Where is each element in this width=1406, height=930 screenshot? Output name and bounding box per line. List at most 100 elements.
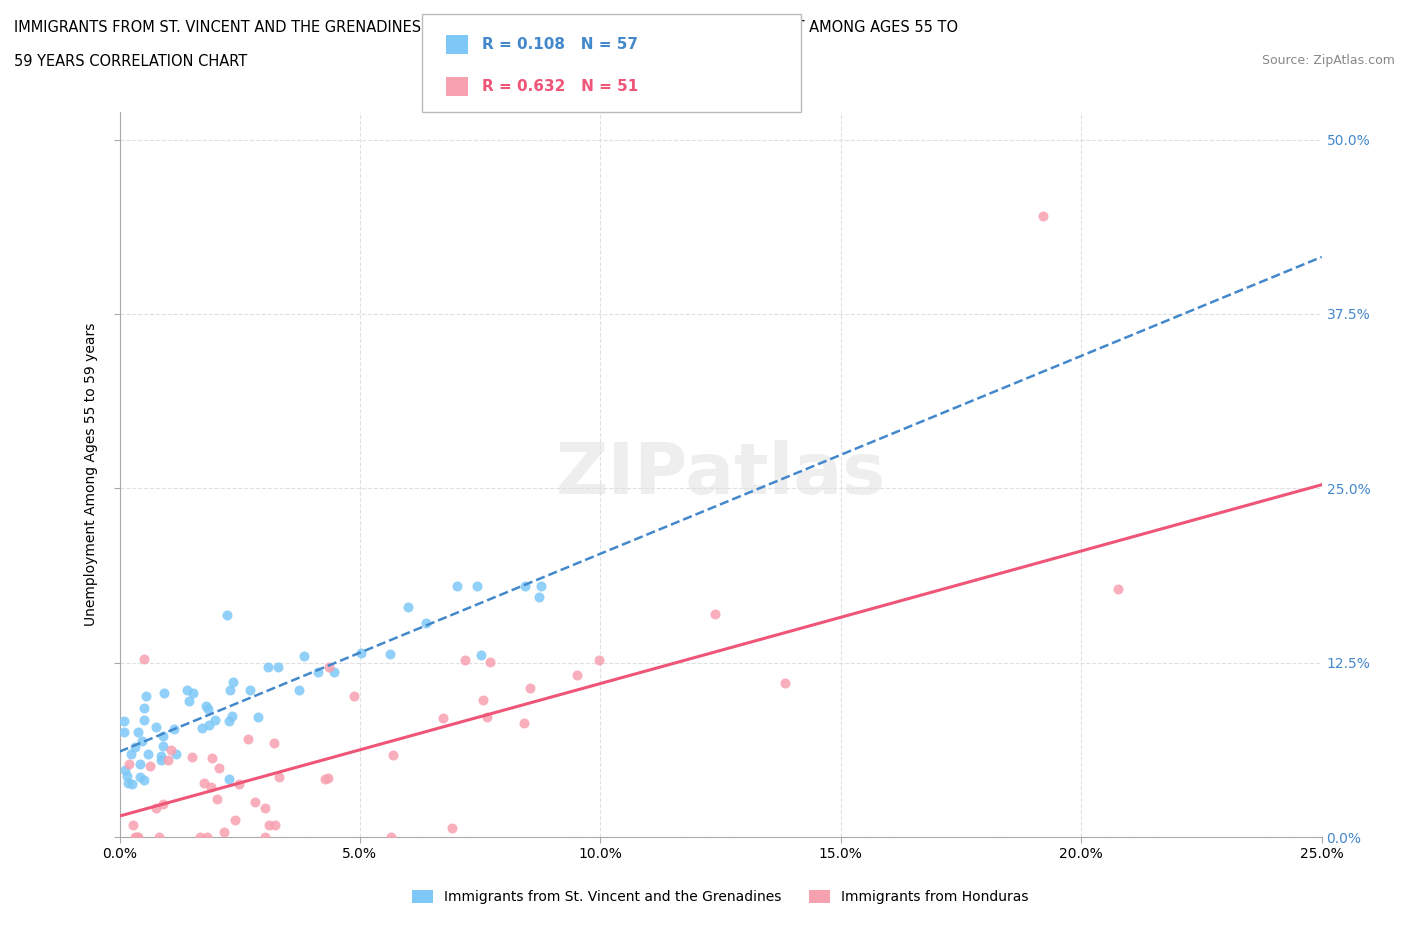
Point (165, 747, 187, 762)
Point (207, 760, 229, 775)
Point (152, 796, 174, 811)
Point (350, 645, 373, 660)
Point (114, 763, 136, 777)
Point (157, 752, 180, 767)
Point (454, 653, 477, 668)
Point (132, 700, 155, 715)
Point (207, 791, 229, 806)
Point (132, 772, 155, 787)
Point (149, 749, 172, 764)
Point (135, 689, 157, 704)
Point (118, 757, 141, 772)
Point (138, 758, 160, 773)
Point (316, 771, 339, 786)
Point (152, 728, 174, 743)
Point (181, 749, 204, 764)
Point (381, 748, 404, 763)
Point (132, 712, 155, 727)
Point (153, 685, 176, 700)
Point (195, 830, 218, 844)
Point (122, 817, 145, 832)
Point (257, 817, 280, 832)
Point (243, 795, 266, 810)
Point (513, 715, 536, 730)
Point (201, 751, 224, 766)
Text: 59 YEARS CORRELATION CHART: 59 YEARS CORRELATION CHART (14, 54, 247, 69)
Point (470, 647, 492, 662)
Point (380, 646, 402, 661)
Point (145, 801, 167, 816)
Point (193, 776, 215, 790)
Point (219, 683, 242, 698)
Point (415, 616, 437, 631)
Point (127, 830, 149, 844)
Point (264, 817, 287, 832)
Point (200, 780, 222, 795)
Point (588, 653, 610, 668)
Point (112, 724, 135, 739)
Text: Source: ZipAtlas.com: Source: ZipAtlas.com (1261, 54, 1395, 67)
Point (125, 830, 148, 844)
Point (152, 738, 174, 753)
Point (222, 674, 245, 689)
Point (176, 682, 198, 697)
Point (159, 742, 181, 757)
Point (513, 578, 536, 593)
Point (198, 718, 221, 733)
Point (1032, 209, 1054, 224)
Point (163, 722, 186, 737)
Point (247, 710, 270, 724)
Point (197, 702, 219, 717)
Point (307, 665, 329, 680)
Point (343, 688, 366, 703)
Text: R = 0.108   N = 57: R = 0.108 N = 57 (482, 37, 638, 52)
Point (773, 675, 796, 690)
Point (1107, 582, 1129, 597)
Point (519, 681, 541, 696)
Point (315, 771, 337, 786)
Point (323, 665, 346, 680)
Point (239, 683, 262, 698)
Point (131, 733, 153, 748)
Point (253, 800, 276, 815)
Point (212, 824, 235, 839)
Point (704, 606, 727, 621)
Point (267, 770, 290, 785)
Point (238, 732, 260, 747)
Point (136, 746, 159, 761)
Point (263, 736, 285, 751)
Point (477, 711, 499, 725)
Point (195, 698, 218, 713)
Point (190, 721, 212, 736)
Point (181, 685, 204, 700)
Point (115, 768, 138, 783)
Point (121, 777, 143, 791)
Point (440, 820, 463, 835)
Point (530, 578, 553, 593)
Point (292, 649, 315, 664)
Point (217, 607, 239, 622)
Point (396, 600, 419, 615)
Point (288, 683, 311, 698)
Point (148, 830, 170, 844)
Text: R = 0.632   N = 51: R = 0.632 N = 51 (482, 79, 638, 94)
Point (221, 709, 243, 724)
Point (529, 589, 551, 604)
Point (112, 713, 135, 728)
Point (256, 660, 278, 675)
Point (218, 772, 240, 787)
Point (129, 769, 152, 784)
Point (188, 830, 211, 844)
Point (380, 830, 402, 844)
Point (479, 655, 502, 670)
Point (179, 694, 201, 709)
Y-axis label: Unemployment Among Ages 55 to 59 years: Unemployment Among Ages 55 to 59 years (84, 323, 98, 626)
Legend: Immigrants from St. Vincent and the Grenadines, Immigrants from Honduras: Immigrants from St. Vincent and the Gren… (406, 884, 1035, 910)
Point (318, 659, 340, 674)
Point (228, 777, 250, 791)
Point (117, 776, 139, 790)
Point (253, 830, 276, 844)
Point (204, 712, 226, 727)
Text: ZIPatlas: ZIPatlas (555, 440, 886, 509)
Point (267, 659, 290, 674)
